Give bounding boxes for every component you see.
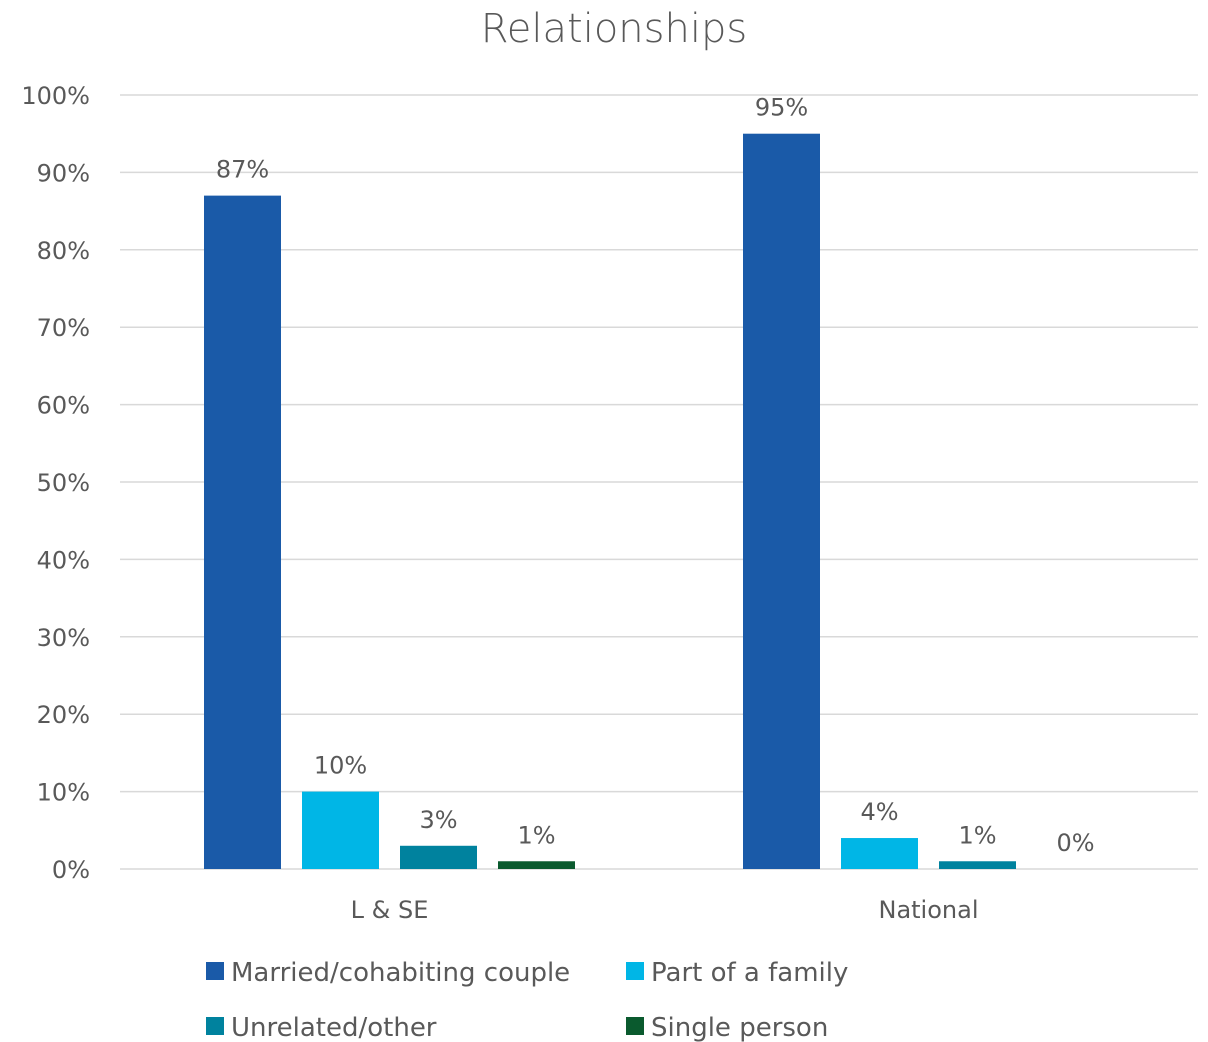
y-tick-label: 70%	[37, 314, 90, 342]
bar	[939, 861, 1016, 869]
gridlines	[120, 94, 1198, 870]
bar	[302, 791, 379, 869]
data-label: 0%	[1056, 829, 1094, 857]
data-label: 3%	[419, 806, 457, 834]
data-labels: 87% 10% 3% 1% 95% 4% 1% 0%	[216, 94, 1095, 857]
x-category-label: L & SE	[351, 896, 429, 924]
data-label: 1%	[517, 821, 555, 849]
legend-label: Married/cohabiting couple	[231, 958, 570, 988]
bar	[204, 195, 281, 869]
y-tick-label: 60%	[37, 392, 90, 420]
y-tick-label: 30%	[37, 624, 90, 652]
y-axis-ticks: 0% 10% 20% 30% 40% 50% 60% 70% 80% 90% 100%	[21, 82, 90, 884]
bar	[841, 838, 918, 869]
y-tick-label: 10%	[37, 779, 90, 807]
legend-label: Single person	[651, 1013, 828, 1042]
legend-swatch	[206, 962, 224, 980]
data-label: 1%	[958, 821, 996, 849]
y-tick-label: 50%	[37, 469, 90, 497]
y-tick-label: 40%	[37, 546, 90, 574]
bars	[204, 133, 1016, 869]
legend-swatch	[626, 962, 644, 980]
legend-swatch	[626, 1017, 644, 1035]
y-tick-label: 20%	[37, 701, 90, 729]
y-tick-label: 0%	[52, 856, 90, 884]
legend-item: Married/cohabiting couple	[206, 958, 570, 988]
data-label: 4%	[860, 798, 898, 826]
bar	[400, 845, 477, 869]
y-tick-label: 100%	[21, 82, 90, 110]
x-axis-categories: L & SE National	[351, 896, 979, 924]
chart-title: Relationships	[481, 6, 747, 52]
data-label: 87%	[216, 156, 269, 184]
legend-item: Single person	[626, 1013, 828, 1042]
bar	[743, 133, 820, 869]
y-tick-label: 80%	[37, 237, 90, 265]
data-label: 10%	[314, 752, 367, 780]
legend-item: Unrelated/other	[206, 1013, 437, 1042]
legend: Married/cohabiting couple Part of a famil…	[206, 958, 848, 1042]
legend-item: Part of a family	[626, 958, 848, 988]
x-category-label: National	[878, 896, 978, 924]
legend-label: Unrelated/other	[231, 1013, 437, 1042]
legend-swatch	[206, 1017, 224, 1035]
bar	[498, 861, 575, 869]
y-tick-label: 90%	[37, 159, 90, 187]
legend-label: Part of a family	[651, 958, 848, 988]
data-label: 95%	[755, 94, 808, 122]
